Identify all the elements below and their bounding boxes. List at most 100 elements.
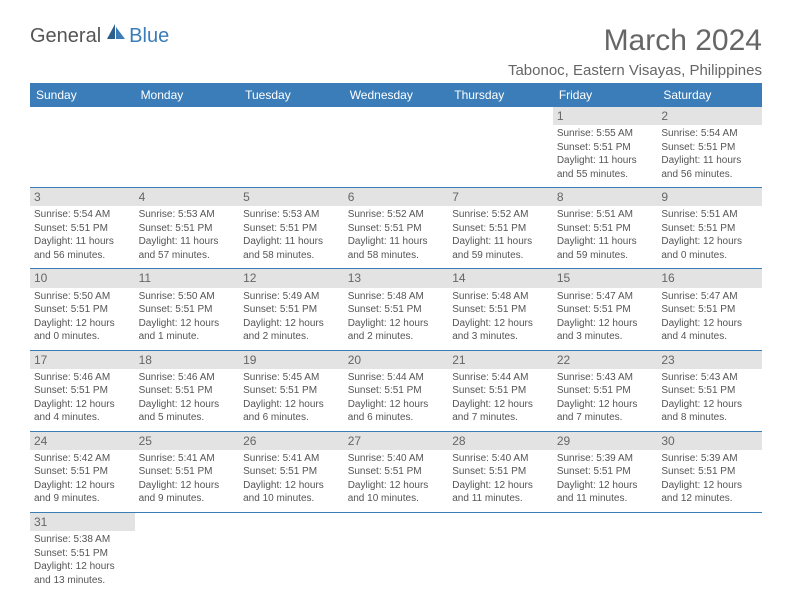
calendar-cell: 31Sunrise: 5:38 AMSunset: 5:51 PMDayligh… [30,512,135,593]
sunrise-text: Sunrise: 5:44 AM [348,371,445,385]
daylight-text: Daylight: 12 hours and 0 minutes. [661,235,758,262]
calendar-cell: 27Sunrise: 5:40 AMSunset: 5:51 PMDayligh… [344,431,449,512]
day-number: 12 [239,269,344,287]
sunset-text: Sunset: 5:51 PM [34,547,131,561]
calendar-cell: 14Sunrise: 5:48 AMSunset: 5:51 PMDayligh… [448,269,553,350]
sunset-text: Sunset: 5:51 PM [557,222,654,236]
calendar-cell [135,107,240,188]
day-number: 5 [239,188,344,206]
calendar-cell [344,512,449,593]
sunrise-text: Sunrise: 5:39 AM [557,452,654,466]
daylight-text: Daylight: 12 hours and 3 minutes. [557,317,654,344]
calendar-cell: 21Sunrise: 5:44 AMSunset: 5:51 PMDayligh… [448,350,553,431]
daylight-text: Daylight: 12 hours and 13 minutes. [34,560,131,587]
calendar-cell [344,107,449,188]
calendar-cell: 16Sunrise: 5:47 AMSunset: 5:51 PMDayligh… [657,269,762,350]
location: Tabonoc, Eastern Visayas, Philippines [508,62,762,79]
daylight-text: Daylight: 12 hours and 4 minutes. [34,398,131,425]
calendar-cell: 4Sunrise: 5:53 AMSunset: 5:51 PMDaylight… [135,188,240,269]
sunset-text: Sunset: 5:51 PM [557,465,654,479]
sunrise-text: Sunrise: 5:46 AM [34,371,131,385]
sunrise-text: Sunrise: 5:40 AM [348,452,445,466]
daylight-text: Daylight: 12 hours and 11 minutes. [452,479,549,506]
sunrise-text: Sunrise: 5:43 AM [661,371,758,385]
sunrise-text: Sunrise: 5:54 AM [661,127,758,141]
sunrise-text: Sunrise: 5:51 AM [557,208,654,222]
daylight-text: Daylight: 11 hours and 55 minutes. [557,154,654,181]
sunrise-text: Sunrise: 5:47 AM [557,290,654,304]
sunset-text: Sunset: 5:51 PM [34,384,131,398]
calendar-cell: 30Sunrise: 5:39 AMSunset: 5:51 PMDayligh… [657,431,762,512]
sunset-text: Sunset: 5:51 PM [452,222,549,236]
calendar-row: 3Sunrise: 5:54 AMSunset: 5:51 PMDaylight… [30,188,762,269]
calendar-cell: 18Sunrise: 5:46 AMSunset: 5:51 PMDayligh… [135,350,240,431]
sunrise-text: Sunrise: 5:46 AM [139,371,236,385]
day-number: 27 [344,432,449,450]
calendar-cell: 20 Sunrise: 5:44 AMSunset: 5:51 PMDayligh… [344,350,449,431]
sunset-text: Sunset: 5:51 PM [34,465,131,479]
day-number: 8 [553,188,658,206]
calendar-cell [657,512,762,593]
daylight-text: Daylight: 12 hours and 2 minutes. [243,317,340,344]
daylight-text: Daylight: 12 hours and 10 minutes. [348,479,445,506]
calendar-cell [239,107,344,188]
sunrise-text: Sunrise: 5:39 AM [661,452,758,466]
daylight-text: Daylight: 12 hours and 6 minutes. [348,398,445,425]
sunrise-text: Sunrise: 5:50 AM [34,290,131,304]
calendar-row: 17Sunrise: 5:46 AMSunset: 5:51 PMDayligh… [30,350,762,431]
logo: General Blue [30,24,169,48]
sunrise-text: Sunrise: 5:53 AM [139,208,236,222]
calendar-table: Sunday Monday Tuesday Wednesday Thursday… [30,83,762,593]
sunrise-text: Sunrise: 5:43 AM [557,371,654,385]
sunset-text: Sunset: 5:51 PM [348,303,445,317]
day-number: 4 [135,188,240,206]
day-header: Wednesday [344,83,449,107]
daylight-text: Daylight: 12 hours and 9 minutes. [34,479,131,506]
sunset-text: Sunset: 5:51 PM [348,222,445,236]
day-number: 9 [657,188,762,206]
calendar-cell: 23Sunrise: 5:43 AMSunset: 5:51 PMDayligh… [657,350,762,431]
day-number: 1 [553,107,658,125]
day-header: Monday [135,83,240,107]
sunset-text: Sunset: 5:51 PM [243,222,340,236]
day-number: 29 [553,432,658,450]
sunset-text: Sunset: 5:51 PM [557,141,654,155]
calendar-cell: 7Sunrise: 5:52 AMSunset: 5:51 PMDaylight… [448,188,553,269]
sunrise-text: Sunrise: 5:44 AM [452,371,549,385]
sunset-text: Sunset: 5:51 PM [139,303,236,317]
calendar-cell: 29 Sunrise: 5:39 AMSunset: 5:51 PMDayligh… [553,431,658,512]
sunset-text: Sunset: 5:51 PM [348,384,445,398]
sunset-text: Sunset: 5:51 PM [243,384,340,398]
sunrise-text: Sunrise: 5:50 AM [139,290,236,304]
day-header: Thursday [448,83,553,107]
daylight-text: Daylight: 12 hours and 8 minutes. [661,398,758,425]
daylight-text: Daylight: 12 hours and 3 minutes. [452,317,549,344]
daylight-text: Daylight: 12 hours and 11 minutes. [557,479,654,506]
daylight-text: Daylight: 12 hours and 10 minutes. [243,479,340,506]
sunset-text: Sunset: 5:51 PM [452,465,549,479]
day-number: 6 [344,188,449,206]
daylight-text: Daylight: 12 hours and 2 minutes. [348,317,445,344]
day-number: 25 [135,432,240,450]
day-number: 11 [135,269,240,287]
sunset-text: Sunset: 5:51 PM [661,465,758,479]
day-header: Tuesday [239,83,344,107]
day-number: 23 [657,351,762,369]
sunset-text: Sunset: 5:51 PM [139,384,236,398]
logo-blue: Blue [129,25,169,48]
day-number: 20 [344,351,449,369]
calendar-cell: 5Sunrise: 5:53 AMSunset: 5:51 PMDaylight… [239,188,344,269]
daylight-text: Daylight: 11 hours and 56 minutes. [34,235,131,262]
daylight-text: Daylight: 11 hours and 58 minutes. [348,235,445,262]
calendar-cell: 22Sunrise: 5:43 AMSunset: 5:51 PMDayligh… [553,350,658,431]
calendar-row: 31Sunrise: 5:38 AMSunset: 5:51 PMDayligh… [30,512,762,593]
sunrise-text: Sunrise: 5:41 AM [139,452,236,466]
sunrise-text: Sunrise: 5:40 AM [452,452,549,466]
calendar-cell: 3Sunrise: 5:54 AMSunset: 5:51 PMDaylight… [30,188,135,269]
sunrise-text: Sunrise: 5:52 AM [452,208,549,222]
daylight-text: Daylight: 12 hours and 7 minutes. [452,398,549,425]
calendar-cell: 28Sunrise: 5:40 AMSunset: 5:51 PMDayligh… [448,431,553,512]
day-number: 22 [553,351,658,369]
sunrise-text: Sunrise: 5:55 AM [557,127,654,141]
day-number: 21 [448,351,553,369]
